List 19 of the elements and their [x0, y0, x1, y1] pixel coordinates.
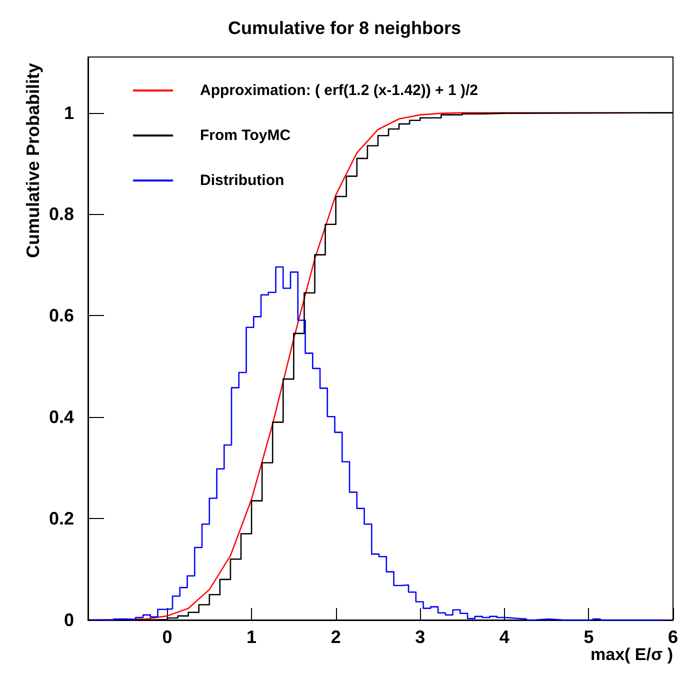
- x-tick-label: 2: [330, 627, 341, 647]
- x-tick-label: 4: [499, 627, 510, 647]
- y-axis-title: Cumulative Probability: [23, 63, 43, 258]
- y-tick-label: 0.4: [48, 407, 74, 428]
- y-tick-label: 0.8: [48, 204, 74, 224]
- x-axis-title: max( E/σ ): [590, 645, 673, 664]
- x-tick-label: 1: [246, 627, 257, 647]
- y-tick-label: 0.6: [48, 306, 74, 326]
- legend-label: Approximation: ( erf(1.2 (x-1.42)) + 1 )/2: [200, 82, 478, 99]
- x-tick-label: 0: [162, 627, 172, 647]
- legend-label: From ToyMC: [200, 127, 291, 144]
- x-tick-label: 5: [584, 627, 594, 647]
- x-tick-label: 3: [415, 627, 426, 647]
- y-tick-label: 1: [64, 102, 74, 123]
- x-tick-label: 6: [668, 627, 678, 647]
- legend-label: Distribution: [200, 172, 284, 189]
- y-tick-label: 0: [64, 610, 74, 630]
- y-tick-label: 0.2: [48, 508, 74, 529]
- chart-title: Cumulative for 8 neighbors: [228, 18, 462, 38]
